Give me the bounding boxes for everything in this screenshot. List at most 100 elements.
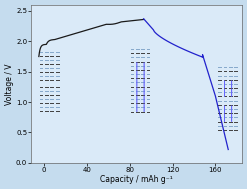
FancyBboxPatch shape	[218, 76, 222, 77]
FancyBboxPatch shape	[234, 84, 238, 85]
FancyBboxPatch shape	[40, 72, 43, 73]
FancyBboxPatch shape	[218, 130, 222, 131]
FancyBboxPatch shape	[50, 91, 54, 92]
FancyBboxPatch shape	[136, 70, 140, 71]
FancyBboxPatch shape	[40, 95, 43, 96]
FancyBboxPatch shape	[234, 117, 238, 118]
FancyBboxPatch shape	[50, 76, 54, 77]
FancyBboxPatch shape	[234, 92, 238, 93]
FancyBboxPatch shape	[224, 126, 227, 127]
FancyBboxPatch shape	[141, 95, 145, 96]
FancyBboxPatch shape	[229, 84, 233, 85]
FancyBboxPatch shape	[136, 66, 140, 67]
FancyBboxPatch shape	[224, 109, 227, 110]
FancyBboxPatch shape	[146, 82, 150, 83]
FancyBboxPatch shape	[146, 87, 150, 88]
FancyBboxPatch shape	[218, 96, 222, 98]
FancyBboxPatch shape	[131, 103, 134, 104]
FancyBboxPatch shape	[224, 84, 227, 85]
FancyBboxPatch shape	[45, 56, 49, 57]
FancyBboxPatch shape	[56, 111, 60, 112]
FancyBboxPatch shape	[229, 80, 233, 81]
FancyBboxPatch shape	[218, 67, 222, 68]
FancyBboxPatch shape	[229, 109, 233, 110]
FancyBboxPatch shape	[146, 103, 150, 104]
FancyBboxPatch shape	[40, 56, 43, 57]
FancyBboxPatch shape	[45, 76, 49, 77]
FancyBboxPatch shape	[45, 72, 49, 73]
FancyBboxPatch shape	[146, 53, 150, 54]
FancyBboxPatch shape	[141, 82, 145, 83]
FancyBboxPatch shape	[40, 107, 43, 108]
FancyBboxPatch shape	[141, 99, 145, 100]
FancyBboxPatch shape	[234, 109, 238, 110]
FancyBboxPatch shape	[40, 76, 43, 77]
FancyBboxPatch shape	[45, 103, 49, 104]
FancyBboxPatch shape	[56, 52, 60, 53]
FancyBboxPatch shape	[141, 91, 145, 92]
FancyBboxPatch shape	[50, 68, 54, 69]
FancyBboxPatch shape	[131, 87, 134, 88]
FancyBboxPatch shape	[146, 91, 150, 92]
FancyBboxPatch shape	[141, 70, 145, 71]
FancyBboxPatch shape	[50, 64, 54, 65]
FancyBboxPatch shape	[218, 113, 222, 114]
FancyBboxPatch shape	[234, 67, 238, 68]
FancyBboxPatch shape	[45, 64, 49, 65]
FancyBboxPatch shape	[234, 105, 238, 106]
FancyBboxPatch shape	[234, 88, 238, 89]
FancyBboxPatch shape	[40, 80, 43, 81]
FancyBboxPatch shape	[131, 66, 134, 67]
FancyBboxPatch shape	[229, 113, 233, 114]
FancyBboxPatch shape	[224, 96, 227, 98]
FancyBboxPatch shape	[45, 95, 49, 96]
FancyBboxPatch shape	[146, 112, 150, 113]
FancyBboxPatch shape	[224, 80, 227, 81]
FancyBboxPatch shape	[136, 87, 140, 88]
FancyBboxPatch shape	[146, 66, 150, 67]
FancyBboxPatch shape	[141, 78, 145, 79]
FancyBboxPatch shape	[56, 95, 60, 96]
FancyBboxPatch shape	[136, 95, 140, 96]
FancyBboxPatch shape	[224, 88, 227, 89]
FancyBboxPatch shape	[218, 117, 222, 118]
FancyBboxPatch shape	[131, 78, 134, 79]
FancyBboxPatch shape	[141, 53, 145, 54]
FancyBboxPatch shape	[141, 62, 145, 63]
FancyBboxPatch shape	[224, 101, 227, 102]
FancyBboxPatch shape	[218, 80, 222, 81]
FancyBboxPatch shape	[234, 80, 238, 81]
FancyBboxPatch shape	[234, 130, 238, 131]
FancyBboxPatch shape	[131, 70, 134, 71]
FancyBboxPatch shape	[40, 103, 43, 104]
FancyBboxPatch shape	[136, 78, 140, 79]
FancyBboxPatch shape	[136, 74, 140, 75]
FancyBboxPatch shape	[218, 126, 222, 127]
FancyBboxPatch shape	[131, 82, 134, 83]
FancyBboxPatch shape	[50, 72, 54, 73]
FancyBboxPatch shape	[229, 130, 233, 131]
FancyBboxPatch shape	[218, 71, 222, 72]
FancyBboxPatch shape	[146, 70, 150, 71]
FancyBboxPatch shape	[131, 53, 134, 54]
FancyBboxPatch shape	[40, 60, 43, 61]
FancyBboxPatch shape	[136, 91, 140, 92]
FancyBboxPatch shape	[146, 49, 150, 50]
FancyBboxPatch shape	[56, 56, 60, 57]
FancyBboxPatch shape	[229, 76, 233, 77]
FancyBboxPatch shape	[131, 95, 134, 96]
FancyBboxPatch shape	[131, 112, 134, 113]
FancyBboxPatch shape	[141, 74, 145, 75]
FancyBboxPatch shape	[56, 60, 60, 61]
FancyBboxPatch shape	[141, 87, 145, 88]
FancyBboxPatch shape	[141, 49, 145, 50]
FancyBboxPatch shape	[136, 62, 140, 63]
FancyBboxPatch shape	[141, 103, 145, 104]
Y-axis label: Voltage / V: Voltage / V	[5, 63, 14, 105]
FancyBboxPatch shape	[50, 99, 54, 100]
FancyBboxPatch shape	[45, 68, 49, 69]
FancyBboxPatch shape	[56, 99, 60, 100]
FancyBboxPatch shape	[50, 103, 54, 104]
FancyBboxPatch shape	[141, 66, 145, 67]
FancyBboxPatch shape	[136, 57, 140, 58]
